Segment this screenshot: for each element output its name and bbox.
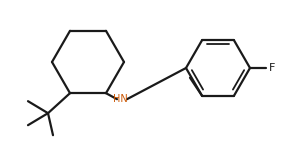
- Text: HN: HN: [113, 94, 128, 104]
- Text: F: F: [269, 63, 275, 73]
